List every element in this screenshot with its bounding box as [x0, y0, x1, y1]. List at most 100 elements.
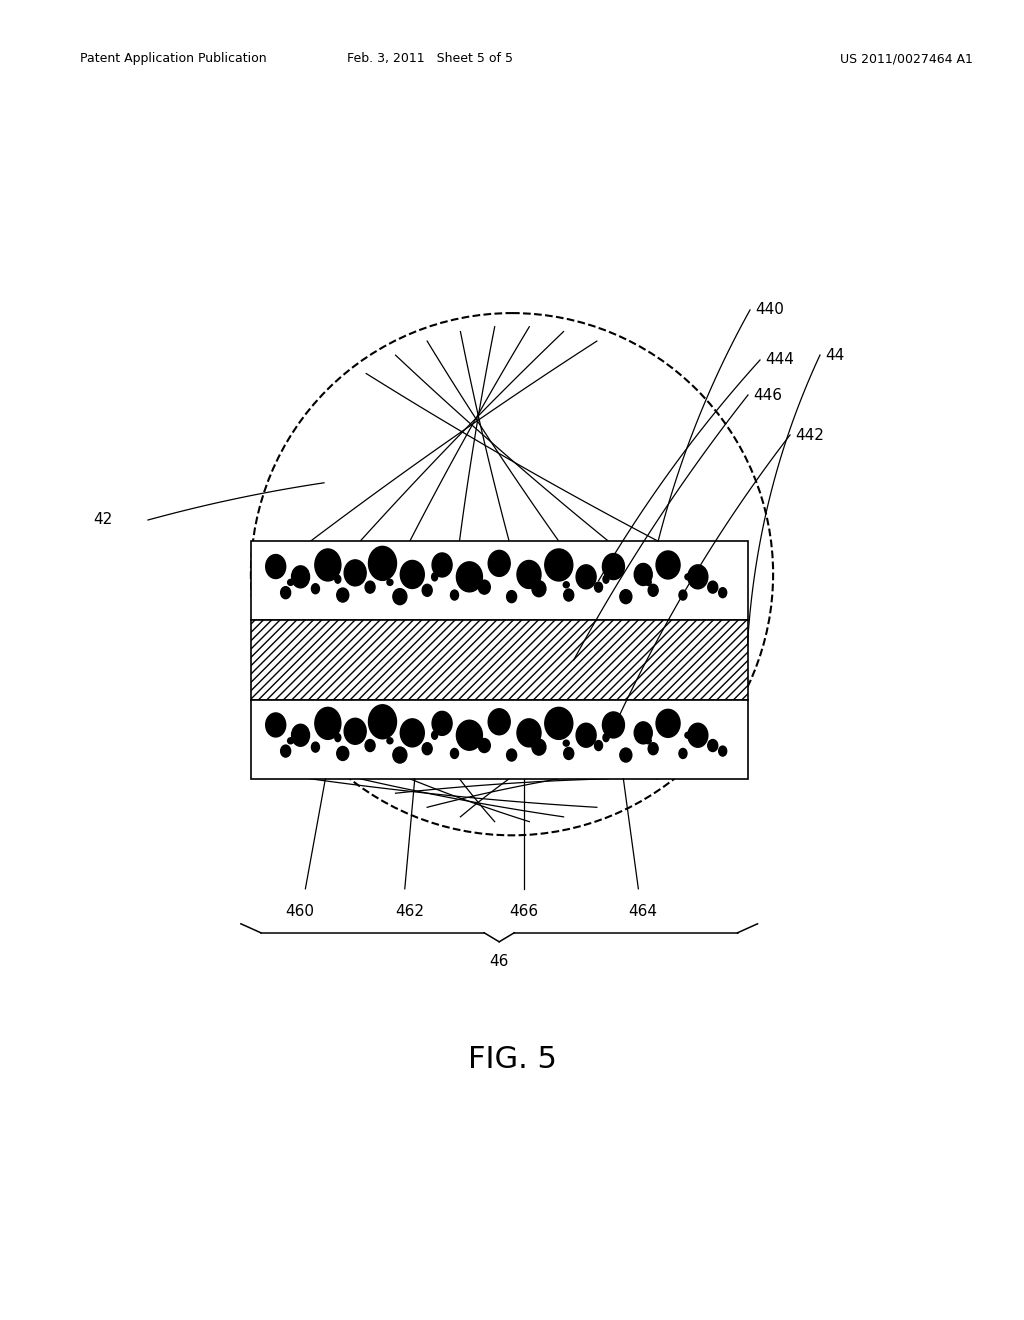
- Ellipse shape: [679, 590, 687, 601]
- Ellipse shape: [685, 733, 691, 738]
- Ellipse shape: [602, 711, 625, 738]
- Ellipse shape: [645, 579, 651, 585]
- Ellipse shape: [708, 739, 718, 751]
- Ellipse shape: [518, 576, 524, 583]
- Ellipse shape: [335, 734, 341, 742]
- Ellipse shape: [648, 585, 658, 597]
- Ellipse shape: [422, 743, 432, 755]
- Text: 446: 446: [753, 388, 782, 403]
- Ellipse shape: [488, 709, 510, 735]
- Text: 462: 462: [395, 904, 424, 919]
- Ellipse shape: [595, 582, 602, 593]
- Ellipse shape: [288, 738, 294, 743]
- Ellipse shape: [564, 747, 573, 759]
- Ellipse shape: [518, 734, 524, 742]
- Ellipse shape: [517, 561, 541, 589]
- Ellipse shape: [400, 719, 424, 747]
- Ellipse shape: [422, 585, 432, 597]
- Text: FIG. 5: FIG. 5: [468, 1045, 556, 1074]
- Ellipse shape: [708, 581, 718, 593]
- Ellipse shape: [314, 708, 341, 739]
- Ellipse shape: [595, 741, 602, 751]
- Ellipse shape: [265, 713, 286, 737]
- Ellipse shape: [281, 586, 291, 599]
- Ellipse shape: [545, 708, 572, 739]
- Ellipse shape: [344, 560, 367, 586]
- Ellipse shape: [488, 550, 510, 577]
- Text: 460: 460: [286, 904, 314, 919]
- Ellipse shape: [366, 581, 375, 593]
- Ellipse shape: [719, 587, 727, 598]
- Ellipse shape: [457, 562, 482, 591]
- Ellipse shape: [432, 553, 452, 577]
- Ellipse shape: [545, 549, 572, 581]
- Text: 46: 46: [489, 954, 509, 969]
- Ellipse shape: [432, 573, 437, 581]
- Ellipse shape: [292, 566, 309, 587]
- Ellipse shape: [292, 725, 309, 746]
- Ellipse shape: [387, 579, 393, 585]
- Ellipse shape: [474, 579, 480, 585]
- Bar: [251, 541, 748, 620]
- Ellipse shape: [679, 748, 687, 759]
- Ellipse shape: [688, 565, 708, 589]
- Bar: [251, 620, 748, 700]
- Ellipse shape: [432, 711, 452, 735]
- Ellipse shape: [335, 576, 341, 583]
- Ellipse shape: [719, 746, 727, 756]
- Ellipse shape: [474, 738, 480, 743]
- Ellipse shape: [656, 550, 680, 579]
- Ellipse shape: [387, 738, 393, 743]
- Ellipse shape: [603, 734, 609, 742]
- Ellipse shape: [478, 579, 490, 594]
- Ellipse shape: [369, 546, 396, 581]
- Ellipse shape: [400, 561, 424, 589]
- Ellipse shape: [507, 590, 517, 603]
- Ellipse shape: [281, 744, 291, 758]
- Ellipse shape: [620, 748, 632, 762]
- Text: Patent Application Publication: Patent Application Publication: [80, 51, 266, 65]
- Ellipse shape: [451, 590, 459, 601]
- Ellipse shape: [451, 748, 459, 759]
- Text: Feb. 3, 2011   Sheet 5 of 5: Feb. 3, 2011 Sheet 5 of 5: [347, 51, 513, 65]
- Text: 444: 444: [765, 352, 794, 367]
- Ellipse shape: [656, 709, 680, 738]
- Ellipse shape: [648, 743, 658, 755]
- Text: 42: 42: [93, 512, 113, 528]
- Ellipse shape: [563, 582, 569, 587]
- Ellipse shape: [478, 738, 490, 752]
- Ellipse shape: [369, 705, 396, 739]
- Ellipse shape: [311, 742, 319, 752]
- Ellipse shape: [393, 589, 407, 605]
- Ellipse shape: [366, 739, 375, 751]
- Ellipse shape: [393, 747, 407, 763]
- Ellipse shape: [314, 549, 341, 581]
- Ellipse shape: [507, 748, 517, 762]
- Bar: [251, 700, 748, 779]
- Ellipse shape: [620, 590, 632, 603]
- Ellipse shape: [685, 574, 691, 579]
- Ellipse shape: [457, 721, 482, 750]
- Ellipse shape: [432, 731, 437, 739]
- Ellipse shape: [564, 589, 573, 601]
- Text: US 2011/0027464 A1: US 2011/0027464 A1: [840, 51, 973, 65]
- Text: 466: 466: [509, 904, 539, 919]
- Ellipse shape: [603, 576, 609, 583]
- Ellipse shape: [337, 746, 349, 760]
- Ellipse shape: [531, 739, 546, 755]
- Ellipse shape: [577, 723, 596, 747]
- Ellipse shape: [645, 738, 651, 743]
- Ellipse shape: [577, 565, 596, 589]
- Ellipse shape: [517, 719, 541, 747]
- Ellipse shape: [531, 581, 546, 597]
- Ellipse shape: [288, 579, 294, 585]
- Text: 440: 440: [755, 302, 784, 318]
- Ellipse shape: [311, 583, 319, 594]
- Text: 44: 44: [825, 347, 844, 363]
- Ellipse shape: [688, 723, 708, 747]
- Ellipse shape: [563, 741, 569, 746]
- Ellipse shape: [265, 554, 286, 578]
- Ellipse shape: [602, 553, 625, 579]
- Ellipse shape: [634, 722, 652, 744]
- Text: 442: 442: [795, 428, 824, 442]
